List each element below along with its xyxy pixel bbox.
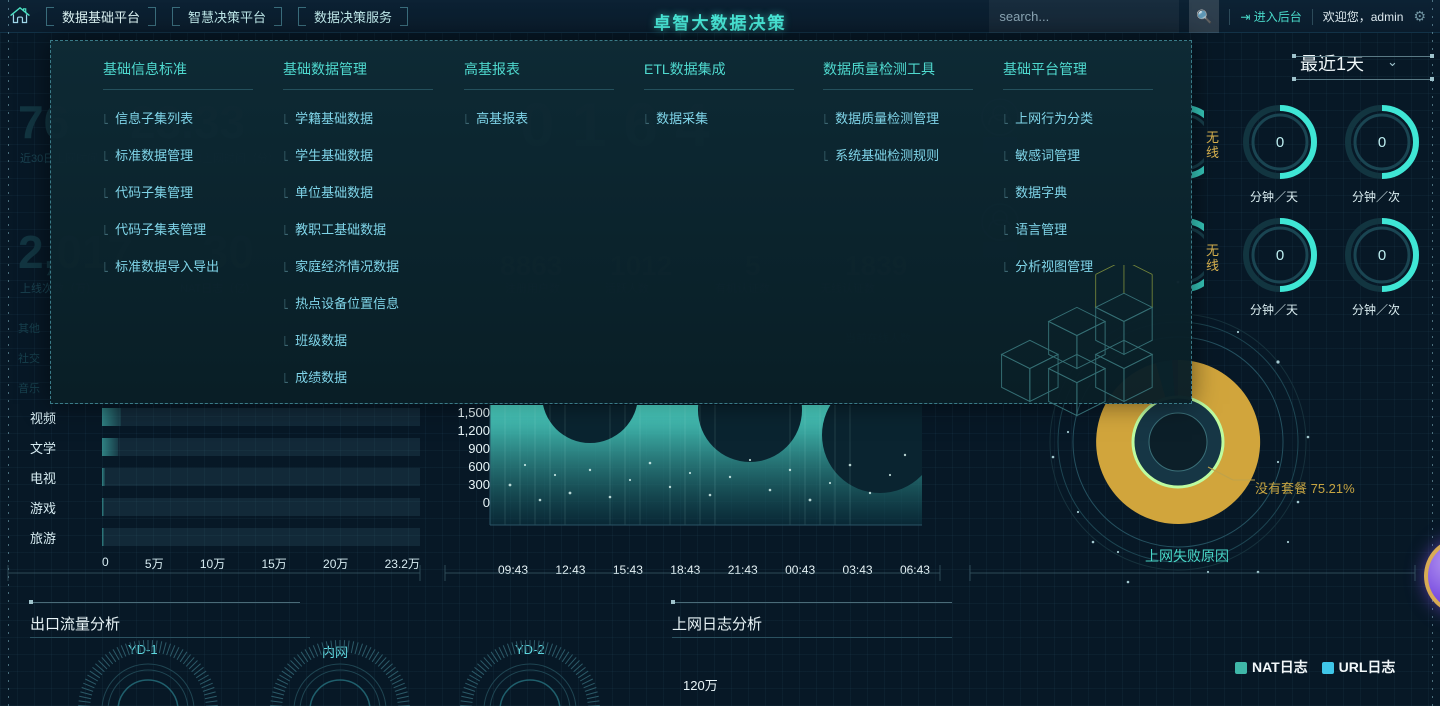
svg-text:0: 0 xyxy=(1276,134,1284,151)
svg-text:0: 0 xyxy=(1378,247,1386,264)
svg-text:0: 0 xyxy=(1276,247,1284,264)
svg-text:0: 0 xyxy=(1378,134,1386,151)
